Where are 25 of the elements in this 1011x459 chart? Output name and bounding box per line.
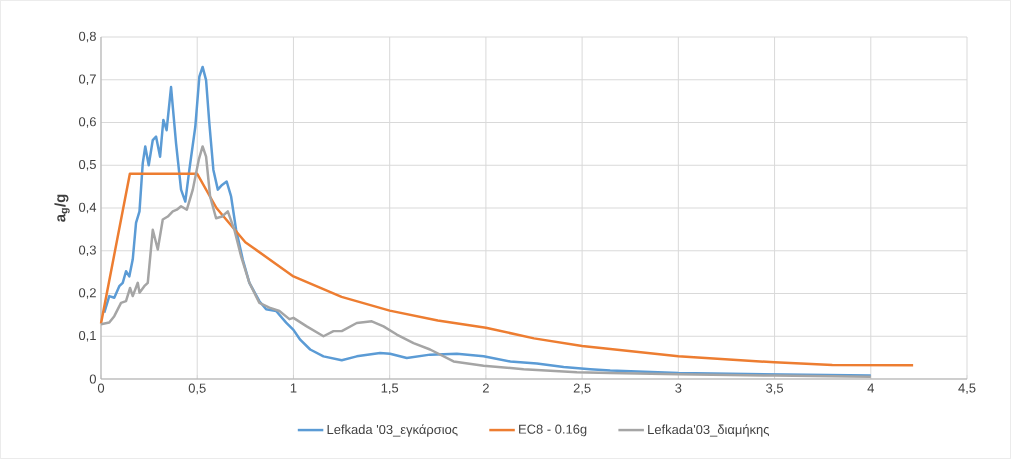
- x-tick-label: 0: [97, 383, 105, 393]
- y-tick-label: 0,8: [78, 31, 96, 43]
- x-tick-label: 3,5: [766, 383, 784, 395]
- legend-label: Lefkada '03_εγκάρσιος: [327, 424, 458, 437]
- y-tick-label: 0: [89, 374, 96, 384]
- line-series: [99, 145, 873, 379]
- y-tick-label: 0,6: [78, 117, 96, 128]
- legend-label: EC8 - 0.16g: [519, 424, 587, 437]
- y-tick-label: 0,2: [78, 288, 96, 299]
- y-tick-label: 0,7: [78, 74, 96, 86]
- line-series: [99, 172, 915, 367]
- x-tick-label: 2: [482, 383, 489, 393]
- y-axis-title: a$_{g}$/g: [54, 194, 70, 222]
- x-tick-label: 1: [290, 383, 297, 393]
- y-tick-label: 0,1: [78, 330, 96, 342]
- y-tick-label: 0,4: [78, 202, 97, 214]
- x-tick-label: 1,5: [381, 383, 399, 395]
- legend-label: Lefkada'03_διαμήκης: [648, 424, 770, 437]
- y-tick-label: 0,3: [78, 245, 96, 257]
- x-tick-label: 4: [867, 383, 875, 393]
- x-tick-label: 2,5: [573, 383, 591, 395]
- y-tick-label: 0,5: [78, 159, 96, 171]
- x-tick-label: 4,5: [958, 383, 976, 395]
- x-tick-label: 0,5: [188, 383, 206, 395]
- x-tick-label: 3: [675, 383, 682, 393]
